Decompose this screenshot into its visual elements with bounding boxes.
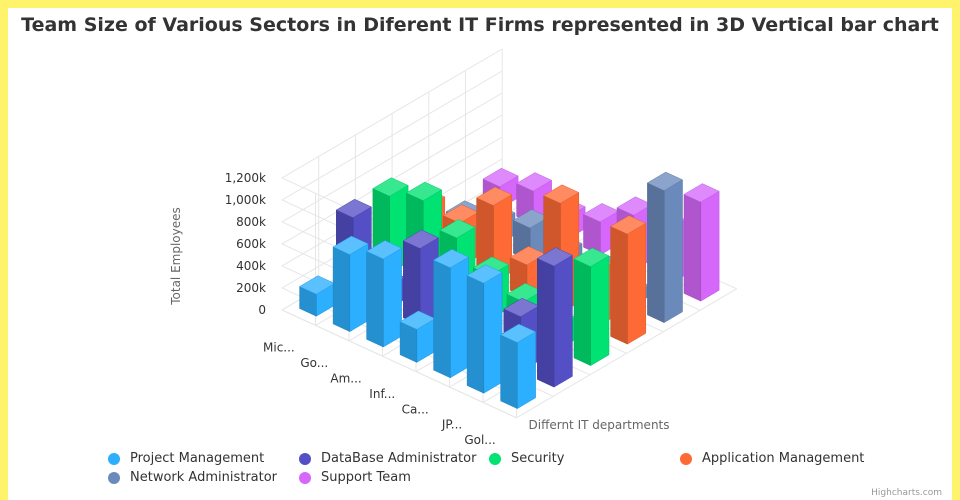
chart-legend: Project Management DataBase Administrator… [108,451,908,491]
category-tick-label: Am... [330,372,361,386]
bar-project-management-1[interactable] [332,235,369,333]
bar-security-6[interactable] [573,247,610,367]
gridline [281,309,517,419]
category-tick-label: Go... [300,356,328,370]
legend-label: Project Management [130,451,265,466]
bar-project-management-2[interactable] [366,240,403,348]
bar-database-administrator-6[interactable] [536,247,573,388]
legend-item-application-management[interactable]: Application Management [680,451,864,466]
legend-marker [108,452,120,465]
bar-application-management-6[interactable] [610,215,647,345]
bar-project-management-5[interactable] [466,264,503,394]
y-tick-label: 1,200k [225,171,266,185]
y-tick-label: 400k [236,259,266,273]
bar-project-management-4[interactable] [433,249,470,379]
bar-support-team-6[interactable] [683,183,720,302]
legend-item-network-administrator[interactable]: Network Administrator [108,470,277,485]
y-tick-label: 600k [236,237,266,251]
category-tick-label: Gol... [464,433,495,447]
bar-database-administrator-2[interactable] [402,229,439,326]
legend-item-project-management[interactable]: Project Management [108,451,264,466]
y-tick-label: 1,000k [225,193,266,207]
category-tick-label: JP... [441,418,462,432]
y-tick-label: 800k [236,215,266,229]
legend-marker [299,471,311,484]
gridline [516,288,737,419]
legend-item-security[interactable]: Security [489,451,564,466]
legend-marker [680,452,692,465]
bar-project-management-3[interactable] [399,310,436,363]
y-axis-title: Total Employees [169,207,183,306]
bars [299,167,720,410]
legend-marker [489,452,501,465]
bar-network-administrator-6[interactable] [646,171,684,324]
z-axis-title: Differnt IT departments [529,418,670,432]
legend-item-database-administrator[interactable]: DataBase Administrator [299,451,476,466]
y-tick-label: 200k [236,281,266,295]
legend-label: Security [511,451,565,466]
chart-title: Team Size of Various Sectors in Diferent… [21,14,939,36]
legend-marker [299,452,311,465]
category-tick-label: Ca... [402,402,429,416]
bar-project-management-6[interactable] [500,323,537,410]
legend-label: Network Administrator [130,470,278,485]
chart-plot: 0 200k 400k 600k 800k 1,000k 1,200k Total Emplo… [169,48,737,447]
legend-item-support-team[interactable]: Support Team [299,470,411,485]
chart-container: Team Size of Various Sectors in Diferent… [8,8,952,500]
category-tick-label: Mic... [263,341,295,355]
legend-marker [108,471,120,484]
credit-link[interactable]: Highcharts.com [871,488,942,498]
legend-label: Application Management [702,451,865,466]
y-axis: 0 200k 400k 600k 800k 1,000k 1,200k Total Emplo… [169,171,266,317]
category-tick-label: Inf... [369,387,395,401]
legend-label: Support Team [321,470,411,485]
y-tick-label: 0 [258,303,266,317]
bar-project-management-0[interactable] [299,275,336,317]
category-axis: Mic... Go...Am... Inf... Ca... JP...Gol... Di… [263,341,669,447]
legend-label: DataBase Administrator [321,451,477,466]
